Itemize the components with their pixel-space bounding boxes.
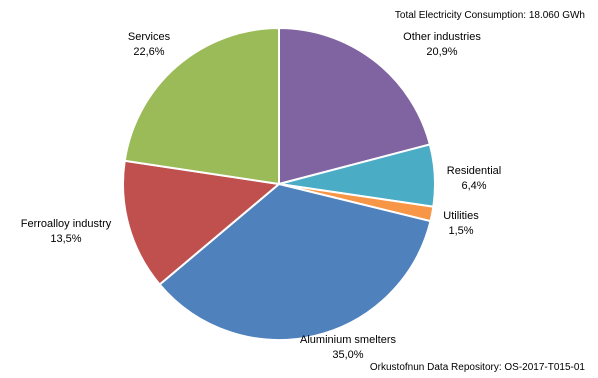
- slice-label-value: 22,6%: [133, 46, 164, 58]
- pie-slice-ferroalloy-industry: [122, 159, 282, 286]
- slice-label-value: 20,9%: [426, 46, 457, 58]
- slice-label-name: Residential: [447, 165, 501, 177]
- pie-slice-aluminium-smelters: [158, 182, 432, 342]
- slice-label-value: 6,4%: [461, 180, 486, 192]
- slice-label-name: Utilities: [443, 210, 479, 222]
- slice-label-value: 35,0%: [332, 349, 363, 361]
- slice-labels: Other industries 20,9% Residential 6,4% Util…: [21, 31, 501, 361]
- pie-slice-services: [123, 26, 280, 186]
- slice-label-value: 1,5%: [448, 225, 473, 237]
- slice-label-name: Other industries: [403, 31, 481, 43]
- slice-label-name: Ferroalloy industry: [21, 218, 112, 230]
- slice-label-name: Services: [128, 31, 171, 43]
- source-note: Orkustofnun Data Repository: OS-2017-T01…: [370, 362, 586, 373]
- slice-label-value: 13,5%: [50, 233, 81, 245]
- pie-slices: [122, 26, 436, 342]
- total-consumption-note: Total Electricity Consumption: 18.060 GW…: [395, 10, 585, 21]
- pie-slice-other-industries: [278, 26, 432, 186]
- slice-label-name: Aluminium smelters: [300, 334, 396, 346]
